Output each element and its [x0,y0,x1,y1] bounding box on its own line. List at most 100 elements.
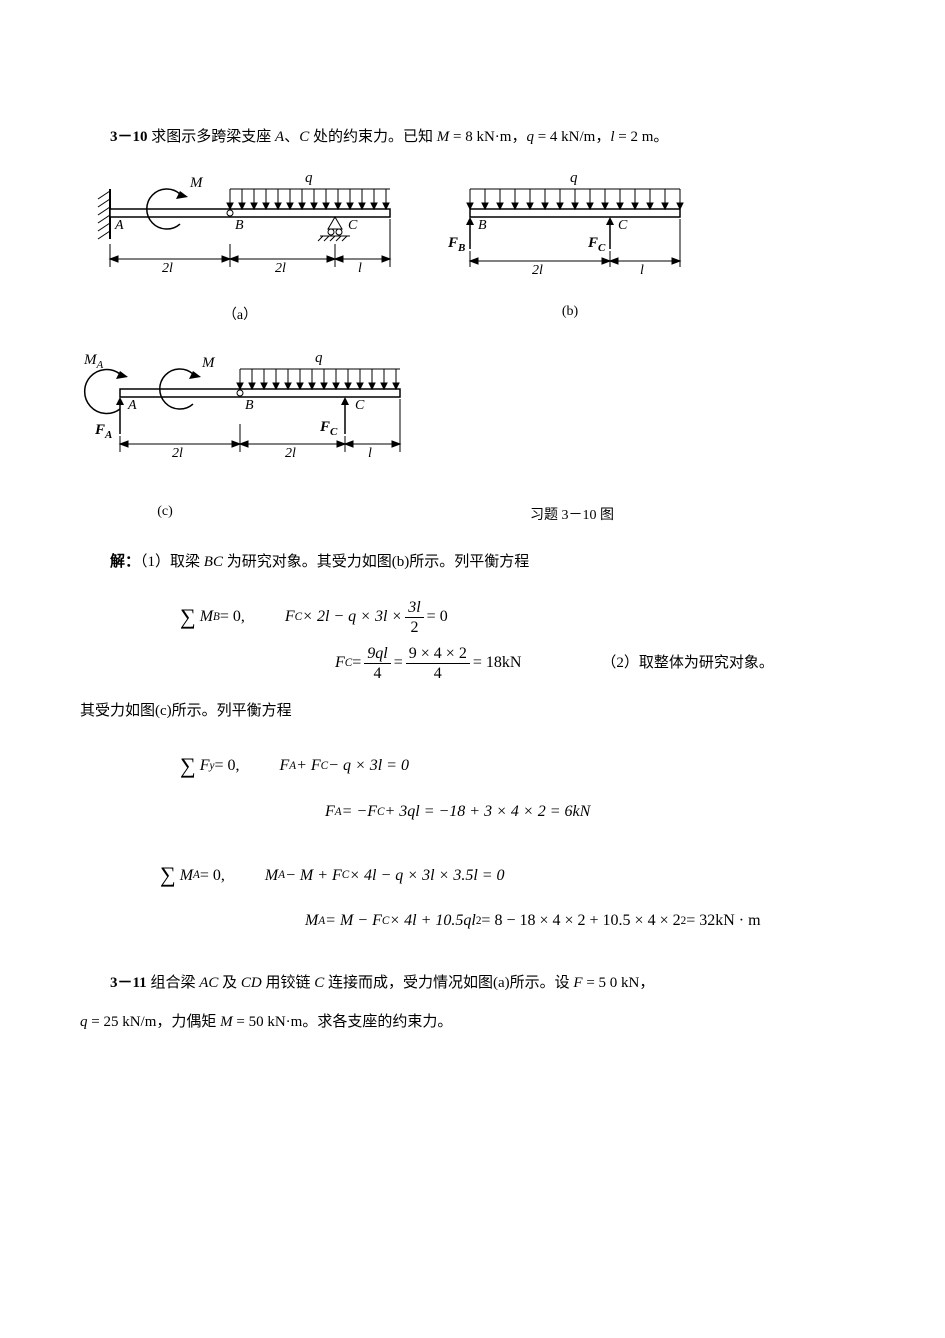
eq-text: F [200,747,210,785]
dim-label: 2l [285,446,296,461]
svg-text:q: q [305,170,313,186]
label-FB: FB [447,235,465,254]
text: 组合梁 [147,975,200,991]
problem-number: 3－10 [110,129,148,145]
subscript: A [318,908,325,935]
hinge-icon [227,210,233,216]
fraction: 9 × 4 × 24 [406,644,470,683]
figure-a: M [80,169,400,324]
label-B: B [235,218,244,233]
problem-number: 3－11 [110,975,147,991]
equation-group-3: ∑ MA = 0, MA − M + FC × 4l − q × 3l × 3.… [160,849,865,940]
text: 求图示多跨梁支座 [148,129,276,145]
label-solution: 解： [110,554,140,570]
eq-text: M [305,902,318,940]
figure-b: q B C FB FC 2l l [440,169,700,324]
dim-label: l [368,446,372,461]
fraction: 3l2 [405,598,423,637]
eq-text: F [325,793,335,831]
beam-icon [470,209,680,217]
var-q: q [80,1014,88,1030]
label-C: C [618,218,628,233]
sigma-icon: ∑ [180,591,196,644]
roller-support-icon [318,217,350,241]
eq-text: F [279,747,289,785]
caption-b: (b) [440,304,700,320]
equation-group-2: ∑ Fy = 0, FA + FC − q × 3l = 0 FA = −FC … [180,740,865,831]
label-FC: FC [319,419,338,438]
text: 用铰链 [262,975,315,991]
eq-text: = 8 − 18 × 4 × 2 + 10.5 × 4 × 2 [481,902,680,940]
distributed-load-icon: q [467,170,683,209]
solution-part1: 解：（1）取梁 BC 为研究对象。其受力如图(b)所示。列平衡方程 [80,549,865,576]
text: = 2 m。 [615,129,669,145]
label-B: B [478,218,487,233]
text: = 50 kN·m。求各支座的约束力。 [233,1014,453,1030]
eq-text: − q × 3l = 0 [328,747,409,785]
solution-part2-line: 其受力如图(c)所示。列平衡方程 [80,698,865,725]
svg-text:M: M [189,175,204,191]
eq-text: = −F [342,793,377,831]
caption-c: (c) [80,504,250,524]
hinge-icon [237,390,243,396]
fraction: 9ql4 [364,644,390,683]
eq-text: = 18kN [473,644,522,682]
text: 连接而成，受力情况如图(a)所示。设 [324,975,573,991]
eq-text: M [200,598,213,636]
label-B: B [245,398,254,413]
text: = 5 0 kN， [583,975,655,991]
figure-c: MA M [80,339,420,484]
text: 为研究对象。其受力如图(b)所示。列平衡方程 [223,554,529,570]
eq-text: − M + F [285,857,342,895]
eq-text: × 4l − q × 3l × 3.5l = 0 [349,857,504,895]
distributed-load-icon: q [227,170,390,209]
eq-text: F [285,598,295,636]
dim-label: 2l [172,446,183,461]
dim-label: 2l [532,263,543,278]
text: 及 [218,975,241,991]
distributed-load-icon: q [237,350,400,389]
dim-label: 2l [162,261,173,276]
label-A: A [127,398,137,413]
caption-a: （a） [80,304,400,324]
subscript: C [342,862,349,889]
text: 、 [284,129,299,145]
text: = 25 kN/m，力偶矩 [88,1014,221,1030]
eq-text: M [265,857,278,895]
eq-text: = 0, [200,857,225,895]
beam-icon [110,209,390,217]
text: 处的约束力。已知 [309,129,437,145]
svg-text:MA: MA [83,352,104,371]
svg-text:M: M [201,355,216,371]
problem-3-11-statement: 3－11 组合梁 AC 及 CD 用铰链 C 连接而成，受力情况如图(a)所示。… [80,971,865,995]
problem-3-10-statement: 3－10 求图示多跨梁支座 A、C 处的约束力。已知 M = 8 kN·m，q … [80,125,865,149]
subscript: A [335,799,342,826]
eq-text: F [335,644,345,682]
eq-text: × 2l − q × 3l × [302,598,402,636]
solution-part2-label: （2）取整体为研究对象。 [601,645,774,681]
var-CD: CD [241,975,262,991]
var-AC: AC [199,975,218,991]
subscript: C [321,753,328,780]
var-A: A [275,129,284,145]
eq-text: = 0, [220,598,245,636]
svg-text:q: q [315,350,323,366]
var-C: C [314,975,324,991]
eq-text: × 4l + 10.5ql [389,902,475,940]
figure-title: 习题 3－10 图 [530,504,614,524]
figures-row-2: MA M [80,339,865,484]
svg-text:q: q [570,170,578,186]
text: = 4 kN/m， [534,129,610,145]
eq-text: = 32kN · m [686,902,760,940]
eq-text: + F [296,747,321,785]
dim-label: l [640,263,644,278]
subscript: C [345,650,352,677]
var-F: F [573,975,582,991]
subscript: B [213,604,220,631]
fixed-support-icon [98,189,110,239]
subscript: C [295,604,302,631]
sigma-icon: ∑ [180,740,196,793]
equation-1: ∑ MB = 0, FC × 2l − q × 3l × 3l2 = 0 FC … [180,591,865,683]
label-FC: FC [587,235,606,254]
text: （1）取梁 [140,554,204,570]
